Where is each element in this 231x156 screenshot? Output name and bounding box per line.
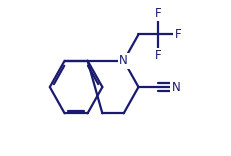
Text: F: F bbox=[155, 7, 161, 20]
Text: F: F bbox=[175, 28, 181, 41]
Text: F: F bbox=[155, 49, 161, 62]
Text: N: N bbox=[172, 80, 181, 94]
Text: N: N bbox=[119, 54, 128, 67]
